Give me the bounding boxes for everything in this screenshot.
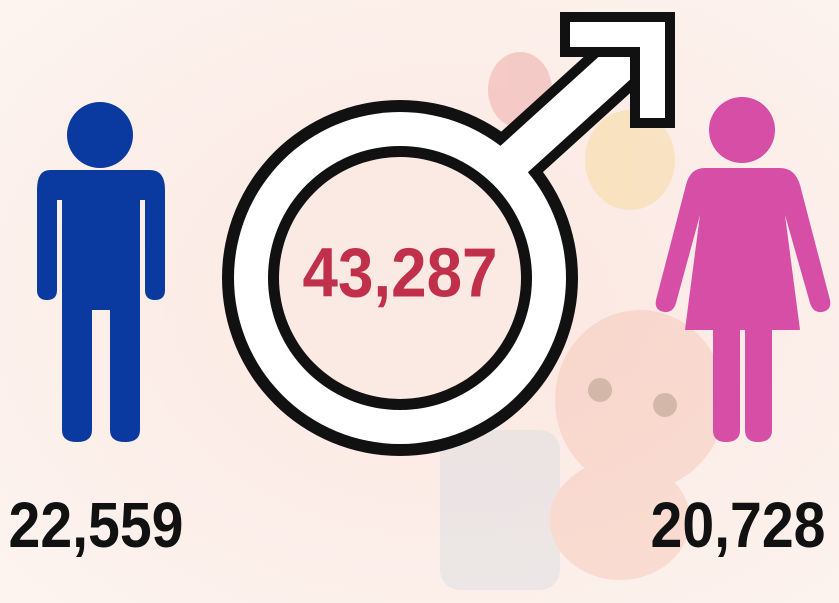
infographic: 22,559 20,728 43,287 <box>0 0 839 603</box>
page: 22,559 20,728 43,287 (() => { const data… <box>0 0 839 603</box>
female-count: 20,728 <box>651 489 826 561</box>
total-count: 43,287 <box>303 233 498 311</box>
male-count: 22,559 <box>9 489 184 561</box>
